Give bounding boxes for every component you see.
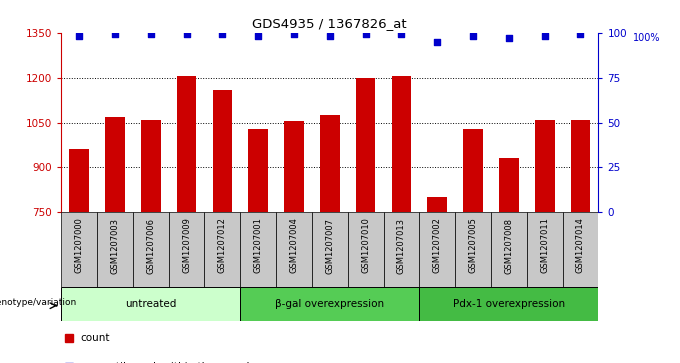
Text: Pdx-1 overexpression: Pdx-1 overexpression — [453, 299, 565, 309]
Text: percentile rank within the sample: percentile rank within the sample — [80, 362, 256, 363]
Text: GSM1207004: GSM1207004 — [290, 217, 299, 273]
Bar — [455, 212, 491, 287]
Bar — [562, 212, 598, 287]
Point — [503, 35, 514, 41]
Bar — [320, 115, 339, 212]
Bar — [284, 121, 304, 212]
Point — [253, 33, 264, 39]
Text: GSM1207011: GSM1207011 — [540, 217, 549, 273]
Bar — [491, 212, 527, 287]
Bar — [356, 78, 375, 212]
Point — [324, 33, 335, 39]
Text: GSM1207005: GSM1207005 — [469, 217, 477, 273]
Bar — [177, 76, 197, 212]
Bar — [499, 158, 519, 212]
Text: β-gal overexpression: β-gal overexpression — [275, 299, 384, 309]
Point — [146, 32, 156, 37]
Text: GSM1207002: GSM1207002 — [432, 217, 442, 273]
Text: GSM1207009: GSM1207009 — [182, 217, 191, 273]
Bar — [347, 212, 384, 287]
Point — [396, 32, 407, 37]
Text: GSM1207003: GSM1207003 — [110, 217, 120, 274]
Bar — [97, 212, 133, 287]
Bar — [240, 212, 276, 287]
Bar — [69, 150, 89, 212]
Bar — [105, 117, 124, 212]
Bar — [133, 212, 169, 287]
Text: untreated: untreated — [125, 299, 176, 309]
Point — [360, 32, 371, 37]
Bar — [535, 119, 554, 212]
Bar — [571, 119, 590, 212]
Bar — [248, 129, 268, 212]
Text: GSM1207014: GSM1207014 — [576, 217, 585, 273]
Bar — [205, 212, 240, 287]
Bar — [420, 287, 598, 321]
Bar — [312, 212, 347, 287]
Text: GSM1207012: GSM1207012 — [218, 217, 227, 273]
Point — [217, 32, 228, 37]
Text: GSM1207013: GSM1207013 — [397, 217, 406, 274]
Text: count: count — [80, 333, 109, 343]
Bar — [428, 197, 447, 212]
Point — [432, 39, 443, 45]
Point — [288, 32, 299, 37]
Text: GSM1207000: GSM1207000 — [75, 217, 84, 273]
Point — [73, 33, 84, 39]
Point — [539, 33, 550, 39]
Point — [575, 32, 586, 37]
Bar — [463, 129, 483, 212]
Title: GDS4935 / 1367826_at: GDS4935 / 1367826_at — [252, 17, 407, 30]
Text: 100%: 100% — [633, 33, 661, 43]
Bar — [61, 287, 240, 321]
Text: GSM1207007: GSM1207007 — [325, 217, 335, 274]
Text: GSM1207006: GSM1207006 — [146, 217, 155, 274]
Bar — [141, 119, 160, 212]
Bar — [384, 212, 420, 287]
Bar — [213, 90, 232, 212]
Bar — [276, 212, 312, 287]
Bar — [392, 76, 411, 212]
Text: GSM1207001: GSM1207001 — [254, 217, 262, 273]
Bar — [527, 212, 562, 287]
Point — [109, 32, 120, 37]
Bar — [169, 212, 205, 287]
Bar — [240, 287, 420, 321]
Point — [468, 33, 479, 39]
Bar — [420, 212, 455, 287]
Text: GSM1207010: GSM1207010 — [361, 217, 370, 273]
Bar — [61, 212, 97, 287]
Text: genotype/variation: genotype/variation — [0, 298, 77, 307]
Text: GSM1207008: GSM1207008 — [505, 217, 513, 274]
Point — [181, 32, 192, 37]
